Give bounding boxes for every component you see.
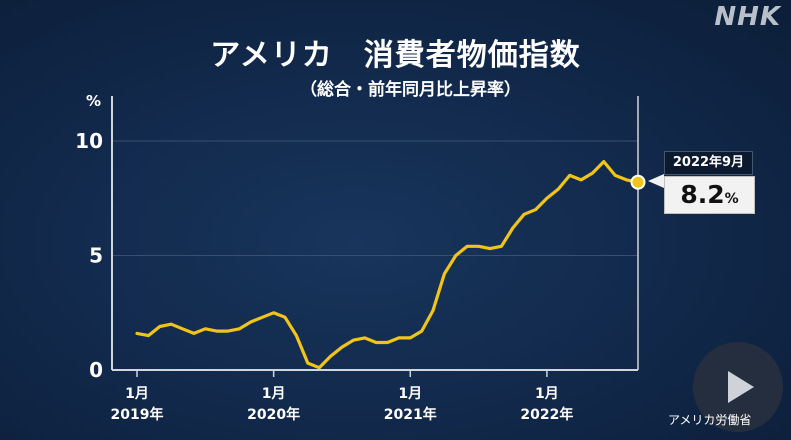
- play-button[interactable]: [693, 342, 783, 432]
- latest-data-point: [630, 174, 646, 190]
- source-credit: アメリカ労働省: [668, 413, 752, 427]
- callout-pointer: [648, 174, 664, 188]
- x-tick-year: 2020年: [247, 406, 300, 423]
- axes: [111, 96, 639, 371]
- callout-date: 2022年9月: [664, 151, 753, 175]
- x-tick-year: 2021年: [384, 406, 437, 423]
- callout-unit: %: [724, 191, 739, 207]
- y-tick-label: 0: [89, 358, 103, 382]
- chart-title: アメリカ 消費者物価指数: [210, 38, 581, 73]
- chart-subtitle: （総合・前年同月比上昇率）: [300, 80, 521, 100]
- cpi-series-line: [135, 160, 640, 370]
- x-tick-labels: 1月 2019年 1月 2020年 1月 2021年 1月 2022年: [111, 370, 573, 423]
- y-tick-label: 5: [89, 244, 103, 268]
- x-tick-month: 1月: [262, 386, 286, 402]
- play-icon: [728, 371, 754, 403]
- x-tick-month: 1月: [125, 386, 149, 402]
- x-tick-year: 2019年: [111, 406, 164, 423]
- y-axis-unit-label: %: [86, 92, 101, 110]
- x-tick-month: 1月: [535, 386, 559, 402]
- nhk-logo: NHK: [714, 2, 781, 32]
- y-tick-labels: 0 5 10: [75, 129, 103, 382]
- callout-value: 8.2: [680, 180, 725, 209]
- callout-value-box: 8.2%: [664, 176, 755, 214]
- y-tick-label: 10: [75, 129, 103, 153]
- series-layer: [135, 160, 646, 370]
- x-tick-month: 1月: [398, 386, 422, 402]
- grid-lines: [112, 140, 638, 256]
- x-tick-year: 2022年: [520, 406, 573, 423]
